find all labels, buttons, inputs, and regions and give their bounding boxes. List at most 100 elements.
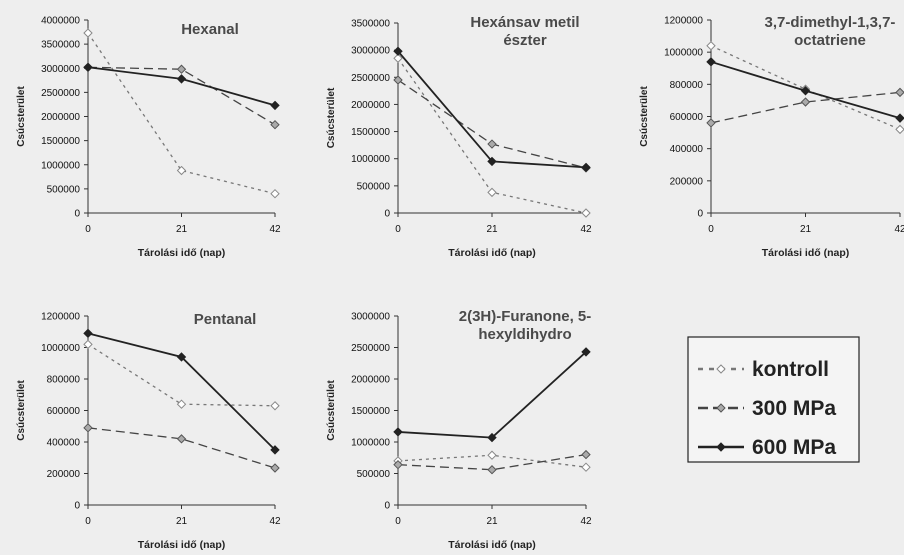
y-axis-label: Csúcsterület xyxy=(16,86,27,147)
chart-title-line: Hexánsav metil xyxy=(470,14,579,31)
data-point-kontroll xyxy=(487,450,497,460)
data-point-600mpa xyxy=(487,156,497,167)
y-tick-label: 1500000 xyxy=(351,127,390,138)
y-axis-label: Csúcsterület xyxy=(639,86,650,147)
data-point-kontroll xyxy=(83,28,93,38)
legend-label: 600 MPa xyxy=(752,436,836,459)
legend-marker-300mpa xyxy=(716,403,726,413)
y-tick-label: 0 xyxy=(384,209,390,220)
legend: kontroll 300 MPa 600 MPa xyxy=(687,336,860,463)
x-axis-label: Tárolási idő (nap) xyxy=(448,539,536,551)
data-point-600mpa xyxy=(581,347,591,357)
y-tick-label: 2000000 xyxy=(351,100,390,111)
y-tick-label: 500000 xyxy=(357,469,391,480)
x-tick-label: 21 xyxy=(486,516,498,527)
data-point-600mpa xyxy=(706,57,716,67)
data-point-600mpa xyxy=(393,427,403,437)
y-axis-label: Csúcsterület xyxy=(326,87,337,148)
data-point-kontroll xyxy=(83,339,93,350)
data-point-kontroll xyxy=(176,399,187,409)
y-tick-label: 0 xyxy=(74,501,80,512)
x-tick-label: 21 xyxy=(800,224,812,235)
y-tick-label: 500000 xyxy=(47,184,81,195)
x-tick-label: 21 xyxy=(176,224,188,235)
y-tick-label: 1500000 xyxy=(41,136,80,147)
legend-label: 300 MPa xyxy=(752,397,836,420)
chart-title-line: 2(3H)-Furanone, 5- xyxy=(459,308,592,325)
x-tick-label: 42 xyxy=(580,516,592,527)
chart-title-line: észter xyxy=(503,32,547,49)
x-tick-label: 0 xyxy=(395,224,401,235)
x-tick-label: 0 xyxy=(85,224,91,235)
data-point-600mpa xyxy=(895,113,904,123)
y-tick-label: 600000 xyxy=(670,112,704,123)
y-tick-label: 3000000 xyxy=(41,64,80,75)
y-tick-label: 800000 xyxy=(47,375,81,386)
chart-3: 3,7-dimethyl-1,3,7-octatriene 0 200000 4000… xyxy=(639,14,904,259)
x-tick-label: 21 xyxy=(486,224,498,235)
data-point-600mpa xyxy=(800,86,811,96)
data-point-300mpa xyxy=(393,459,403,470)
y-tick-label: 3000000 xyxy=(351,312,390,323)
y-tick-label: 800000 xyxy=(670,80,704,91)
y-tick-label: 3500000 xyxy=(41,40,80,51)
chart-title-line: Hexanal xyxy=(181,21,239,38)
chart-1: Hexanal 0 500000 1000000 1500000 2000000 25000… xyxy=(16,16,281,260)
data-point-kontroll xyxy=(706,41,716,51)
legend-marker-600mpa xyxy=(716,442,726,452)
x-axis-label: Tárolási idő (nap) xyxy=(138,539,226,551)
chart-title: 2(3H)-Furanone, 5-hexyldihydro xyxy=(459,308,592,343)
data-point-300mpa xyxy=(895,87,904,98)
y-tick-label: 0 xyxy=(697,209,703,220)
y-axis-label: Csúcsterület xyxy=(326,380,337,441)
data-point-300mpa xyxy=(270,119,280,130)
data-point-kontroll xyxy=(270,188,280,199)
data-point-600mpa xyxy=(176,352,187,362)
y-tick-label: 1000000 xyxy=(41,160,80,171)
legend-marker-kontroll xyxy=(716,364,726,374)
series-line-300mpa xyxy=(397,79,587,169)
y-tick-label: 400000 xyxy=(47,438,81,449)
y-tick-label: 3500000 xyxy=(351,19,390,30)
data-point-600mpa xyxy=(270,100,280,111)
series-line-300mpa xyxy=(87,66,276,126)
series-line-kontroll xyxy=(87,343,276,407)
chart-4: Pentanal 0 200000 400000 600000 800000 1000000… xyxy=(16,311,281,551)
y-tick-label: 2500000 xyxy=(351,343,390,354)
data-point-kontroll xyxy=(581,208,591,218)
x-tick-label: 42 xyxy=(894,224,904,235)
y-tick-label: 1200000 xyxy=(41,312,80,323)
y-tick-label: 2500000 xyxy=(351,73,390,84)
x-tick-label: 0 xyxy=(85,516,91,527)
x-tick-label: 42 xyxy=(269,224,281,235)
y-tick-label: 1000000 xyxy=(351,438,390,449)
legend-label: kontroll xyxy=(752,358,829,381)
x-axis-label: Tárolási idő (nap) xyxy=(762,247,850,259)
data-point-600mpa xyxy=(487,432,497,443)
data-point-600mpa xyxy=(393,46,403,56)
data-point-600mpa xyxy=(83,62,93,72)
chart-title: 3,7-dimethyl-1,3,7-octatriene xyxy=(765,14,896,49)
chart-title-line: hexyldihydro xyxy=(478,326,571,343)
data-point-600mpa xyxy=(270,445,280,455)
data-point-300mpa xyxy=(487,465,497,475)
series-line-300mpa xyxy=(87,427,276,469)
data-point-300mpa xyxy=(581,449,591,460)
x-tick-label: 42 xyxy=(580,224,592,235)
y-tick-label: 1500000 xyxy=(351,406,390,417)
chart-2: Hexánsav metil észter 0 500000 1000000 150000… xyxy=(326,14,592,259)
chart-title-line: octatriene xyxy=(794,32,866,49)
y-tick-label: 2500000 xyxy=(41,88,80,99)
data-point-kontroll xyxy=(270,401,280,411)
data-point-300mpa xyxy=(270,463,280,473)
data-point-600mpa xyxy=(581,162,591,173)
series-line-600mpa xyxy=(397,351,587,439)
chart-5: 2(3H)-Furanone, 5-hexyldihydro 0 500000 100… xyxy=(326,308,592,551)
data-point-300mpa xyxy=(83,423,93,433)
y-tick-label: 200000 xyxy=(670,176,704,187)
chart-title-line: 3,7-dimethyl-1,3,7- xyxy=(765,14,896,31)
data-point-600mpa xyxy=(176,74,187,84)
series-line-300mpa xyxy=(397,453,587,471)
legend-box xyxy=(687,336,860,463)
